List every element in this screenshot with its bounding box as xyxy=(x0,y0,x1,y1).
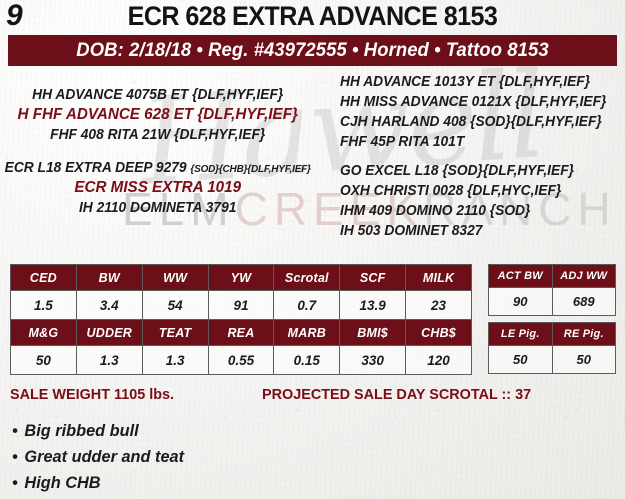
epd-header: CHB$ xyxy=(405,319,472,346)
epd-header: WW xyxy=(141,264,209,291)
list-item: • Great udder and teat xyxy=(12,444,550,470)
projected-scrotal: PROJECTED SALE DAY SCROTAL :: 37 xyxy=(262,386,532,403)
epd-value: 330 xyxy=(339,345,407,375)
dam: ECR MISS EXTRA 1019 xyxy=(74,179,242,196)
notes-list: • Big ribbed bull • Great udder and teat •… xyxy=(12,418,572,496)
epd-value: 13.9 xyxy=(339,290,407,320)
epd-header: M&G xyxy=(10,319,77,346)
epd-value: 0.15 xyxy=(273,345,341,375)
grandparent-3: CJH HARLAND 408 {SOD}{DLF,HYF,IEF} xyxy=(340,114,602,130)
epd-header: MILK xyxy=(405,264,472,291)
epd-header: CED xyxy=(10,264,77,291)
pigment-table: LE Pig. RE Pig. 50 50 xyxy=(488,322,616,374)
epd-header: TEAT xyxy=(141,319,209,346)
epd-header: REA xyxy=(207,319,275,346)
dam-dam: IH 2110 DOMINETA 3791 xyxy=(78,200,237,216)
table-row-values-2: 50 1.3 1.3 0.55 0.15 330 120 xyxy=(10,345,472,375)
note-text: High CHB xyxy=(24,473,101,492)
mini-value: 50 xyxy=(488,345,553,374)
page-header: 9 ECR 628 EXTRA ADVANCE 8153 xyxy=(0,0,625,33)
epd-value: 91 xyxy=(207,290,275,320)
mini-value: 90 xyxy=(488,287,553,316)
epd-value: 1.3 xyxy=(75,345,143,375)
epd-header: MARB xyxy=(273,319,341,346)
sire-sire: HH ADVANCE 4075B ET {DLF,HYF,IEF} xyxy=(32,87,284,103)
animal-details-bar: DOB: 2/18/18 • Reg. #43972555 • Horned •… xyxy=(8,35,617,66)
grandparent-8: IH 503 DOMINET 8327 xyxy=(340,223,483,239)
mini-header: RE Pig. xyxy=(551,322,616,346)
table-row-values: 90 689 xyxy=(488,287,616,316)
table-row-headers-2: M&G UDDER TEAT REA MARB BMI$ CHB$ xyxy=(10,319,472,346)
sale-weight: SALE WEIGHT 1105 lbs. xyxy=(10,386,175,403)
epd-value: 1.5 xyxy=(10,290,77,320)
bullet-icon: • xyxy=(12,447,18,466)
epd-value: 50 xyxy=(10,345,77,375)
pedigree-parents-column: HH ADVANCE 4075B ET {DLF,HYF,IEF} H FHF … xyxy=(0,76,332,216)
epd-header: SCF xyxy=(339,264,407,291)
sire-dam: FHF 408 RITA 21W {DLF,HYF,IEF} xyxy=(50,127,266,143)
mini-header: ADJ WW xyxy=(551,264,616,288)
grandparent-4: FHF 45P RITA 101T xyxy=(340,134,465,150)
note-text: Great udder and teat xyxy=(24,447,185,466)
page-title: ECR 628 EXTRA ADVANCE 8153 xyxy=(127,1,498,31)
sale-info-line: SALE WEIGHT 1105 lbs. PROJECTED SALE DAY… xyxy=(10,386,615,406)
epd-value: 54 xyxy=(141,290,209,320)
epd-value: 0.7 xyxy=(273,290,341,320)
mini-header: LE Pig. xyxy=(488,322,553,346)
epd-value: 3.4 xyxy=(75,290,143,320)
pedigree-grandparents-column: HH ADVANCE 1013Y ET {DLF,HYF,IEF} HH MIS… xyxy=(340,74,625,239)
list-item: • Big ribbed bull xyxy=(12,418,550,444)
table-row-headers: LE Pig. RE Pig. xyxy=(488,322,616,346)
grandparent-6: OXH CHRISTI 0028 {DLF,HYC,IEF} xyxy=(340,183,562,199)
note-text: Big ribbed bull xyxy=(24,421,139,440)
animal-details-text: DOB: 2/18/18 • Reg. #43972555 • Horned •… xyxy=(76,39,549,61)
epd-header: UDDER xyxy=(75,319,143,346)
dam-sire: ECR L18 EXTRA DEEP 9279 {SOD}{CHB}{DLF,H… xyxy=(0,160,315,176)
table-row-values-1: 1.5 3.4 54 91 0.7 13.9 23 xyxy=(10,290,472,320)
epd-value: 1.3 xyxy=(141,345,209,375)
dam-sire-tags: {SOD}{CHB}{DLF,HYF,IEF} xyxy=(190,163,311,175)
table-row-headers-1: CED BW WW YW Scrotal SCF MILK xyxy=(10,264,472,291)
actual-weights-table: ACT BW ADJ WW 90 689 xyxy=(488,264,616,316)
table-row-headers: ACT BW ADJ WW xyxy=(488,264,616,288)
grandparent-1: HH ADVANCE 1013Y ET {DLF,HYF,IEF} xyxy=(340,74,591,90)
grandparent-5: GO EXCEL L18 {SOD}{DLF,HYF,IEF} xyxy=(340,163,574,179)
grandparent-7: IHM 409 DOMINO 2110 {SOD} xyxy=(340,203,531,219)
mini-value: 689 xyxy=(551,287,616,316)
list-item: • High CHB xyxy=(12,470,550,496)
bullet-icon: • xyxy=(12,421,18,440)
epd-table: CED BW WW YW Scrotal SCF MILK 1.5 3.4 54… xyxy=(10,264,472,375)
pedigree-block: HH ADVANCE 4075B ET {DLF,HYF,IEF} H FHF … xyxy=(0,74,625,256)
bullet-icon: • xyxy=(12,473,18,492)
mini-header: ACT BW xyxy=(488,264,553,288)
sire: H FHF ADVANCE 628 ET {DLF,HYF,IEF} xyxy=(17,106,298,123)
epd-header: YW xyxy=(207,264,275,291)
epd-header: BMI$ xyxy=(339,319,407,346)
mini-value: 50 xyxy=(551,345,616,374)
epd-header: Scrotal xyxy=(273,264,341,291)
dam-sire-name: ECR L18 EXTRA DEEP 9279 xyxy=(4,160,187,176)
epd-value: 0.55 xyxy=(207,345,275,375)
epd-value: 23 xyxy=(405,290,472,320)
table-row-values: 50 50 xyxy=(488,345,616,374)
grandparent-2: HH MISS ADVANCE 0121X {DLF,HYF,IEF} xyxy=(340,94,607,110)
epd-value: 120 xyxy=(405,345,472,375)
epd-header: BW xyxy=(75,264,143,291)
lot-number: 9 xyxy=(6,0,23,32)
